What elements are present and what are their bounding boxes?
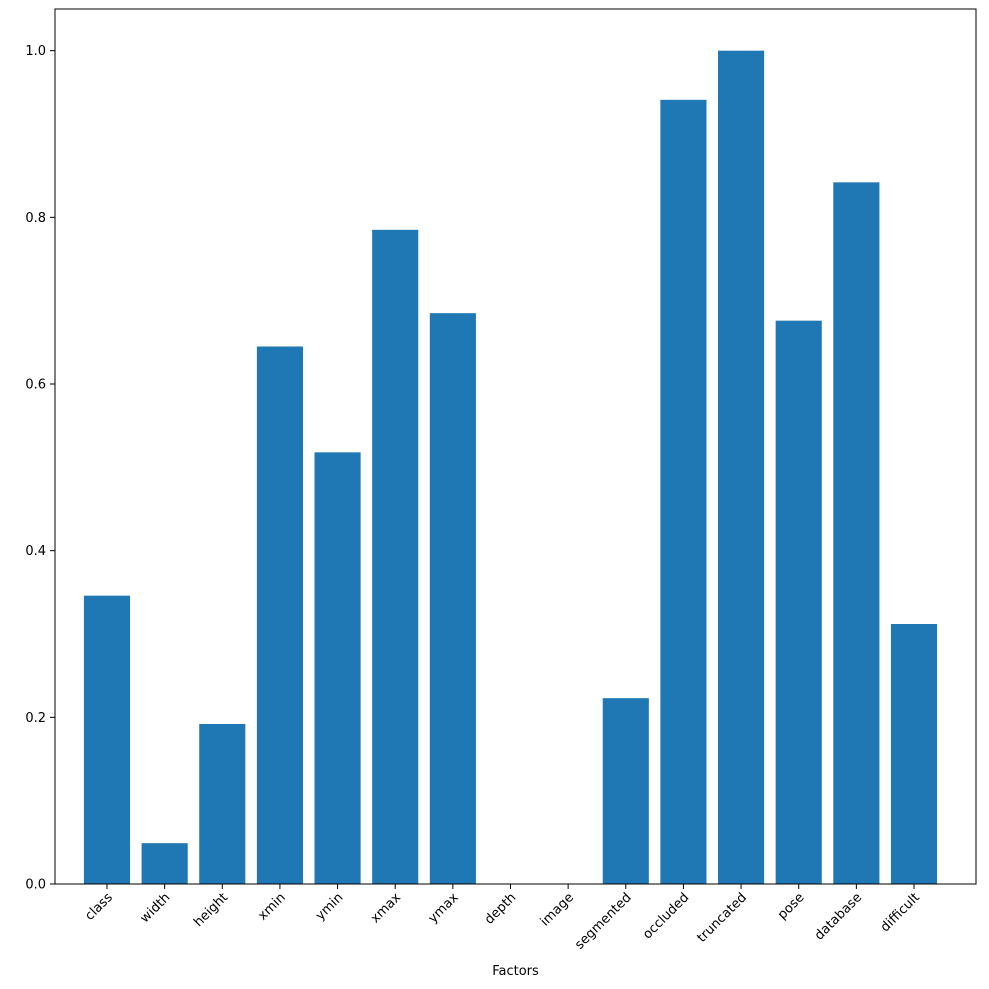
bar-class [83,595,131,884]
bar-segmented [602,698,649,884]
bar-xmax [372,229,419,884]
bar-xmin [256,346,303,884]
y-tick-label: 0.4 [25,544,46,559]
y-tick-label: 0.6 [25,378,46,393]
y-tick-label: 1.0 [25,44,46,59]
y-tick-label: 0.0 [25,878,46,893]
x-axis-label: Factors [492,964,539,979]
bar-height [199,724,246,884]
y-tick-label: 0.2 [25,711,46,726]
bar-ymin [314,452,361,884]
bar-pose [775,320,822,884]
bar-difficult [890,624,938,884]
y-tick-label: 0.8 [25,211,46,226]
bar-occluded [660,99,707,884]
plot-frame [54,8,977,885]
bar-truncated [718,50,765,885]
bars-group [83,50,938,885]
bar-ymax [429,313,476,884]
bar-database [833,182,880,884]
y-axis: 0.0 0.2 0.4 0.6 0.8 1.0 [25,44,55,893]
bar-width [141,843,188,884]
